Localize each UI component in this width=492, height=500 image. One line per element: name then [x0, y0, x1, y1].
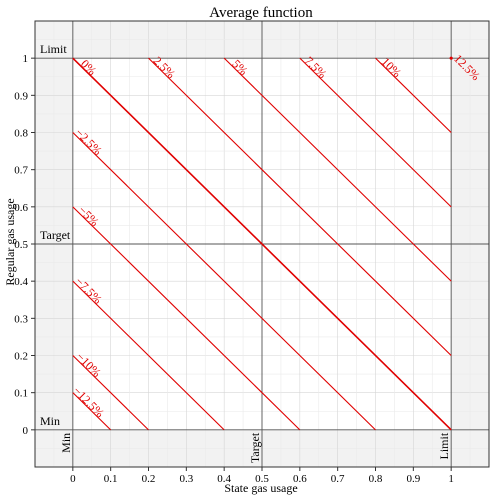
x-tick-label: 0.3	[179, 473, 193, 485]
y-tick-label: 0.4	[14, 276, 28, 288]
x-reference-label-min: Min	[59, 433, 73, 453]
x-reference-label-limit: Limit	[437, 432, 451, 459]
contour-line	[72, 206, 301, 431]
x-tick-label: 0.8	[369, 473, 383, 485]
y-axis-title: Regular gas usage	[3, 198, 17, 285]
x-tick-label: 0.6	[293, 473, 307, 485]
contour-line	[299, 57, 452, 208]
contour-lines	[72, 56, 453, 431]
y-reference-label-min: Min	[40, 414, 60, 428]
x-axis-title: State gas usage	[224, 481, 297, 495]
contour-line	[72, 355, 149, 431]
contour-line	[375, 57, 452, 133]
y-tick-label: 0.1	[14, 388, 28, 400]
x-tick-label: 0.2	[142, 473, 156, 485]
contour-line	[72, 280, 225, 431]
y-tick-label: 0.8	[14, 128, 28, 140]
x-tick-label: 1	[448, 473, 454, 485]
x-tick-label: 0.9	[406, 473, 420, 485]
x-reference-label-target: Target	[248, 432, 262, 463]
contour-line	[148, 57, 452, 356]
y-tick-label: 0.5	[14, 239, 28, 251]
x-tick-label: 0.5	[255, 473, 269, 485]
x-tick-label: 0.4	[217, 473, 231, 485]
y-tick-label: 0.6	[14, 202, 28, 214]
y-tick-label: 1	[23, 53, 29, 65]
y-tick-label: 0.9	[14, 90, 28, 102]
contour-line	[72, 132, 376, 431]
x-tick-label: 0.7	[331, 473, 345, 485]
y-reference-label-target: Target	[40, 228, 71, 242]
chart-title: Average function	[209, 5, 313, 21]
contour-point	[449, 56, 453, 60]
reference-labels: Min Target Limit Min Target Limit	[40, 42, 451, 463]
x-tick-label: 0	[70, 473, 76, 485]
y-tick-label: 0.7	[14, 165, 28, 177]
contour-line	[72, 392, 112, 431]
contour-line	[72, 57, 452, 431]
y-tick-label: 0.3	[14, 313, 28, 325]
tick-labels: 0 0.1 0.2 0.3 0.4 0.5 0.6 0.7 0.8 0.9 1 0 0.1 0.2 0.3 0…	[14, 53, 454, 485]
axes	[31, 20, 490, 471]
x-tick-label: 0.1	[104, 473, 118, 485]
y-reference-label-limit: Limit	[40, 42, 67, 56]
y-tick-label: 0	[23, 425, 29, 437]
y-tick-label: 0.2	[14, 351, 28, 363]
contour-line	[223, 57, 452, 282]
